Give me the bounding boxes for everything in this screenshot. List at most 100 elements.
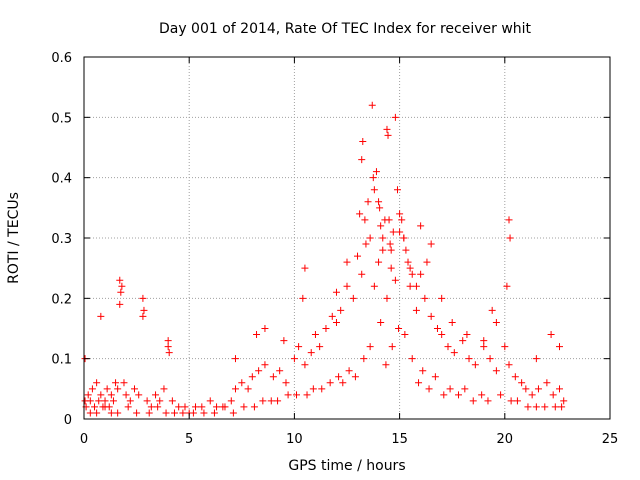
data-point (415, 379, 423, 387)
data-point (301, 264, 309, 272)
data-point (528, 391, 536, 399)
data-point (122, 391, 130, 399)
data-point (556, 343, 564, 351)
data-point (139, 294, 147, 302)
data-point (446, 385, 454, 393)
data-point (385, 216, 393, 224)
y-tick-label: 0.1 (51, 353, 72, 368)
data-point (551, 403, 559, 411)
data-point (507, 397, 515, 405)
axis-ticks (83, 56, 611, 420)
data-point (379, 234, 387, 242)
data-point (366, 343, 374, 351)
data-point (192, 403, 200, 411)
data-point (360, 355, 368, 363)
data-point (388, 343, 396, 351)
data-point (396, 228, 404, 236)
data-point (162, 409, 170, 417)
chart-title: Day 001 of 2014, Rate Of TEC Index for r… (159, 21, 532, 37)
data-point (377, 318, 385, 326)
data-point (361, 216, 369, 224)
data-point (351, 373, 359, 381)
data-points (81, 101, 568, 417)
data-point (103, 385, 111, 393)
data-point (461, 385, 469, 393)
data-point (124, 403, 132, 411)
data-point (375, 258, 383, 266)
data-point (391, 276, 399, 284)
data-point (316, 343, 324, 351)
data-point (328, 312, 336, 320)
data-point (227, 397, 235, 405)
data-point (261, 361, 269, 369)
data-point (372, 168, 380, 176)
data-point (406, 282, 414, 290)
data-point (501, 343, 509, 351)
x-tick-label: 15 (391, 432, 408, 447)
data-point (307, 349, 315, 357)
x-tick-labels: 0 5 10 15 20 25 (80, 432, 618, 447)
data-point (480, 337, 488, 345)
data-point (295, 343, 303, 351)
data-point (398, 216, 406, 224)
data-point (478, 391, 486, 399)
data-point (382, 361, 390, 369)
data-point (139, 312, 147, 320)
data-point (484, 397, 492, 405)
data-point (370, 186, 378, 194)
data-point (486, 355, 494, 363)
data-point (419, 367, 427, 375)
data-point (408, 355, 416, 363)
data-point (513, 397, 521, 405)
data-point (210, 409, 218, 417)
data-point (244, 385, 252, 393)
data-point (170, 409, 178, 417)
data-point (444, 343, 452, 351)
data-point (488, 306, 496, 314)
data-point (375, 198, 383, 206)
data-point (229, 409, 237, 417)
data-point (497, 391, 505, 399)
data-point (362, 240, 370, 248)
data-point (309, 385, 317, 393)
data-point (114, 409, 122, 417)
data-point (179, 409, 187, 417)
data-point (118, 282, 126, 290)
data-point (165, 349, 173, 357)
data-point (164, 337, 172, 345)
data-point (145, 409, 153, 417)
data-point (97, 312, 105, 320)
data-point (86, 409, 94, 417)
data-point (433, 325, 441, 332)
data-point (269, 373, 277, 381)
data-point (238, 379, 246, 387)
data-point (88, 385, 96, 393)
data-point (259, 397, 267, 405)
y-tick-label: 0.5 (51, 111, 72, 126)
data-point (181, 403, 189, 411)
y-tick-label: 0.3 (51, 232, 72, 247)
data-point (95, 397, 103, 405)
data-point (492, 318, 500, 326)
data-point (406, 264, 414, 272)
data-point (91, 403, 99, 411)
data-point (112, 379, 120, 387)
data-point (358, 270, 366, 278)
data-point (303, 391, 311, 399)
data-point (455, 391, 463, 399)
x-tick-label: 20 (497, 432, 514, 447)
data-point (547, 331, 555, 339)
data-point (164, 343, 172, 351)
data-point (379, 246, 387, 254)
data-point (492, 367, 500, 375)
data-point (135, 391, 143, 399)
data-point (364, 198, 372, 206)
data-point (290, 355, 298, 363)
data-point (280, 337, 288, 345)
data-point (383, 294, 391, 302)
data-point (386, 240, 394, 248)
data-point (541, 403, 549, 411)
data-point (250, 403, 258, 411)
y-tick-label: 0 (64, 413, 72, 428)
data-point (404, 258, 412, 266)
